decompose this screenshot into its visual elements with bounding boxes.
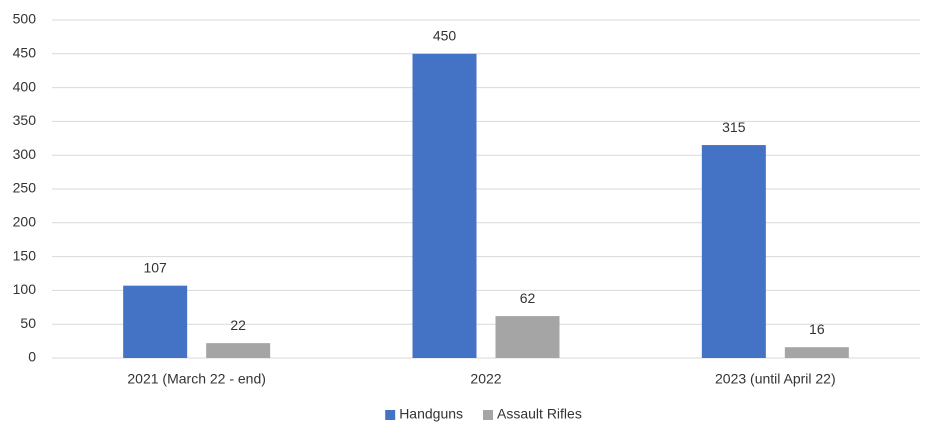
y-tick-label: 250 (13, 180, 37, 196)
data-label: 315 (722, 119, 746, 135)
y-tick-label: 150 (13, 247, 37, 263)
x-tick-label: 2021 (March 22 - end) (127, 371, 266, 387)
data-label: 450 (433, 28, 457, 44)
y-tick-label: 450 (13, 45, 37, 61)
legend-label: Handguns (399, 406, 463, 422)
bar (206, 343, 271, 358)
legend-swatch (483, 410, 494, 420)
data-label: 22 (230, 317, 246, 333)
bar (701, 145, 766, 358)
legend-label: Assault Rifles (497, 406, 582, 422)
bar (784, 347, 849, 358)
x-tick-label: 2023 (until April 22) (715, 371, 836, 387)
y-tick-label: 500 (13, 11, 37, 27)
y-tick-label: 0 (28, 349, 36, 365)
legend-swatch (385, 410, 396, 420)
y-tick-label: 50 (20, 315, 36, 331)
y-tick-label: 350 (13, 112, 37, 128)
y-tick-label: 300 (13, 146, 37, 162)
data-label: 16 (809, 321, 825, 337)
data-label: 107 (143, 259, 167, 275)
bar (495, 316, 560, 358)
bar (412, 53, 477, 359)
x-tick-label: 2022 (470, 371, 501, 387)
y-tick-label: 400 (13, 78, 37, 94)
y-tick-label: 100 (13, 281, 37, 297)
bar (123, 285, 188, 358)
data-label: 62 (520, 290, 536, 306)
y-tick-label: 200 (13, 214, 37, 230)
